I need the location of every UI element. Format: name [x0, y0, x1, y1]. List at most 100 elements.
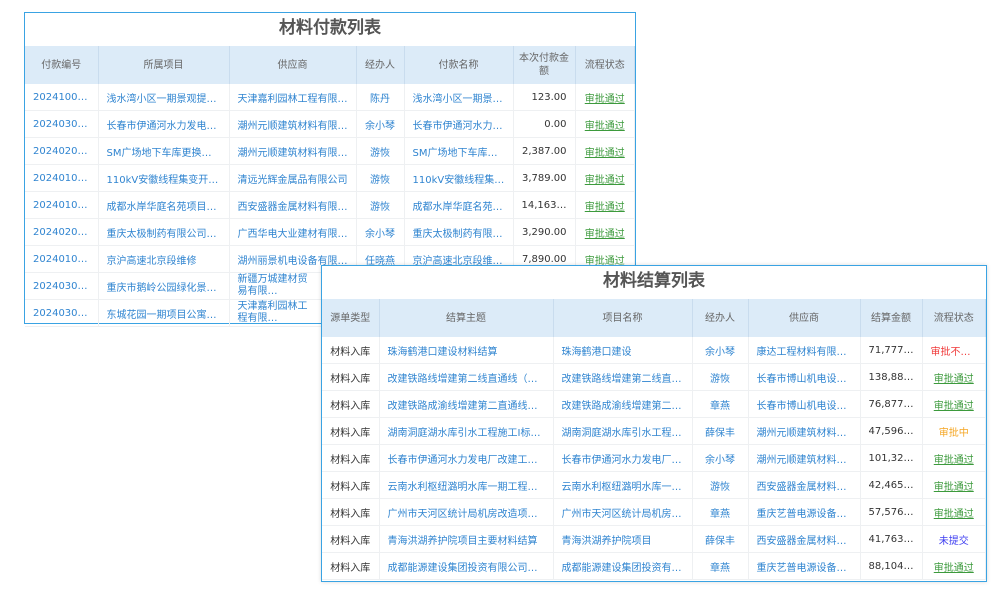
cell-1[interactable]: 珠海鹤港口建设材料结算 [379, 337, 554, 364]
cell-4[interactable]: 长春市博山机电设备… [748, 363, 861, 391]
cell-4[interactable]: 西安盛器金属材料有… [748, 525, 861, 553]
cell-4[interactable]: 潮州元顺建筑材料有… [748, 417, 861, 445]
cell-2[interactable]: 潮州元顺建筑材料有限… [229, 110, 357, 138]
status-badge[interactable]: 审批通过 [575, 164, 635, 192]
cell-2[interactable]: 西安盛器金属材料有限… [229, 191, 357, 219]
cell-2[interactable]: 成都能源建设集团投资有… [553, 552, 693, 580]
cell-3[interactable]: 余小琴 [692, 444, 749, 472]
cell-1[interactable]: 改建铁路成渝线增建第二直通线（… [379, 390, 554, 418]
cell-1[interactable]: 长春市伊通河水力发电… [98, 110, 230, 138]
cell-2[interactable]: 广西华电大业建材有限… [229, 218, 357, 246]
cell-2[interactable]: 长春市伊通河水力发电厂… [553, 444, 693, 472]
cell-3[interactable]: 游恢 [356, 164, 405, 192]
cell-4[interactable]: 浅水湾小区一期景… [404, 84, 514, 111]
cell-1[interactable]: 成都水岸华庭名苑项目… [98, 191, 230, 219]
cell-0[interactable]: 2024020012 [25, 137, 99, 165]
status-badge[interactable]: 审批通过 [922, 363, 986, 391]
cell-0[interactable]: 2024010010 [25, 164, 99, 192]
cell-4[interactable]: 潮州元顺建筑材料有… [748, 444, 861, 472]
table-row[interactable]: 2024020012 SM广场地下车库更换摄… 潮州元顺建筑材料有限… 游恢 SM广场地… [25, 137, 635, 165]
cell-1[interactable]: 湖南洞庭湖水库引水工程施工I标材… [379, 417, 554, 445]
table-row[interactable]: 材料入库 改建铁路成渝线增建第二直通线（… 改建铁路成渝线增建第二… 章燕 长春市博山机… [322, 390, 986, 418]
table-row[interactable]: 2024010009 成都水岸华庭名苑项目… 西安盛器金属材料有限… 游恢 成都水岸华庭… [25, 191, 635, 219]
table-row[interactable]: 2024020011 重庆太极制药有限公司… 广西华电大业建材有限… 余小琴 重庆太极制… [25, 218, 635, 246]
table-row[interactable]: 材料入库 成都能源建设集团投资有限公司临… 成都能源建设集团投资有… 章燕 重庆艺普电源… [322, 552, 986, 580]
cell-4[interactable]: 成都水岸华庭名苑… [404, 191, 514, 219]
cell-1[interactable]: 改建铁路线增建第二线直通线（成… [379, 363, 554, 391]
cell-2[interactable]: 云南水利枢纽潞明水库一… [553, 471, 693, 499]
status-badge[interactable]: 审批通过 [922, 471, 986, 499]
status-badge[interactable]: 审批通过 [575, 137, 635, 165]
cell-1[interactable]: 青海洪湖养护院项目主要材料结算 [379, 525, 554, 553]
cell-4[interactable]: 长春市博山机电设备… [748, 390, 861, 418]
cell-0[interactable]: 2024030007 [25, 110, 99, 138]
table-row[interactable]: 材料入库 云南水利枢纽潞明水库一期工程施… 云南水利枢纽潞明水库一… 游恢 西安盛器金属… [322, 471, 986, 499]
cell-1[interactable]: SM广场地下车库更换摄… [98, 137, 230, 165]
cell-1[interactable]: 长春市伊通河水力发电厂改建工程… [379, 444, 554, 472]
cell-2[interactable]: 改建铁路成渝线增建第二… [553, 390, 693, 418]
table-row[interactable]: 材料入库 青海洪湖养护院项目主要材料结算 青海洪湖养护院项目 薛保丰 西安盛器金属材料有… [322, 525, 986, 553]
cell-3[interactable]: 游恢 [692, 471, 749, 499]
cell-0[interactable]: 2024100001 [25, 84, 99, 111]
status-badge[interactable]: 审批通过 [922, 552, 986, 580]
cell-0[interactable]: 2024010009 [25, 191, 99, 219]
cell-3[interactable]: 章燕 [692, 390, 749, 418]
cell-2[interactable]: 青海洪湖养护院项目 [553, 525, 693, 553]
cell-4[interactable]: 西安盛器金属材料有… [748, 471, 861, 499]
status-badge[interactable]: 审批通过 [922, 390, 986, 418]
cell-1[interactable]: 云南水利枢纽潞明水库一期工程施… [379, 471, 554, 499]
table-row[interactable]: 2024030007 长春市伊通河水力发电… 潮州元顺建筑材料有限… 余小琴 长春市伊通… [25, 110, 635, 138]
cell-4[interactable]: 重庆艺普电源设备有… [748, 498, 861, 526]
cell-3[interactable]: 薛保丰 [692, 525, 749, 553]
cell-2[interactable]: 湖南洞庭湖水库引水工程… [553, 417, 693, 445]
status-badge[interactable]: 审批不通过 [922, 337, 986, 364]
table-row[interactable]: 材料入库 广州市天河区统计局机房改造项目… 广州市天河区统计局机房… 章燕 重庆艺普电源… [322, 498, 986, 526]
cell-3[interactable]: 陈丹 [356, 84, 405, 111]
cell-3[interactable]: 游恢 [356, 137, 405, 165]
cell-2[interactable]: 改建铁路线增建第二线直… [553, 363, 693, 391]
status-badge[interactable]: 审批通过 [922, 444, 986, 472]
cell-2[interactable]: 潮州元顺建筑材料有限… [229, 137, 357, 165]
cell-3[interactable]: 章燕 [692, 498, 749, 526]
cell-2[interactable]: 天津嘉利园林工程有限… [229, 84, 357, 111]
table-row[interactable]: 材料入库 长春市伊通河水力发电厂改建工程… 长春市伊通河水力发电厂… 余小琴 潮州元顺建… [322, 444, 986, 472]
status-badge[interactable]: 审批通过 [575, 110, 635, 138]
cell-3[interactable]: 余小琴 [356, 110, 405, 138]
cell-0[interactable]: 2024030005 [25, 272, 99, 300]
cell-1[interactable]: 广州市天河区统计局机房改造项目… [379, 498, 554, 526]
cell-3[interactable]: 游恢 [692, 363, 749, 391]
cell-4[interactable]: 康达工程材料有限公司 [748, 337, 861, 364]
status-badge[interactable]: 审批通过 [575, 191, 635, 219]
status-badge[interactable]: 审批通过 [922, 498, 986, 526]
table-row[interactable]: 2024100001 浅水湾小区一期景观提… 天津嘉利园林工程有限… 陈丹 浅水湾小区一… [25, 84, 635, 111]
cell-2[interactable]: 清远光辉金属品有限公司 [229, 164, 357, 192]
cell-1[interactable]: 成都能源建设集团投资有限公司临… [379, 552, 554, 580]
cell-2[interactable]: 珠海鹤港口建设 [553, 337, 693, 364]
status-badge[interactable]: 审批通过 [575, 218, 635, 246]
cell-1[interactable]: 京沪高速北京段维修 [98, 245, 230, 273]
cell-3[interactable]: 余小琴 [356, 218, 405, 246]
table-row[interactable]: 材料入库 珠海鹤港口建设材料结算 珠海鹤港口建设 余小琴 康达工程材料有限公司 71,77… [322, 337, 986, 364]
cell-1[interactable]: 重庆太极制药有限公司… [98, 218, 230, 246]
cell-4[interactable]: 110kV安徽线程集变… [404, 164, 514, 192]
cell-4[interactable]: 重庆艺普电源设备有… [748, 552, 861, 580]
status-badge[interactable]: 未提交 [922, 525, 986, 553]
cell-2[interactable]: 广州市天河区统计局机房… [553, 498, 693, 526]
table-row[interactable]: 2024010010 110kV安徽线程集变开断… 清远光辉金属品有限公司 游恢 110… [25, 164, 635, 192]
cell-1[interactable]: 浅水湾小区一期景观提… [98, 84, 230, 111]
cell-1[interactable]: 东城花园一期项目公寓… [98, 299, 230, 327]
cell-4[interactable]: 重庆太极制药有限… [404, 218, 514, 246]
cell-3[interactable]: 游恢 [356, 191, 405, 219]
table-row[interactable]: 材料入库 改建铁路线增建第二线直通线（成… 改建铁路线增建第二线直… 游恢 长春市博山机… [322, 363, 986, 391]
table-row[interactable]: 材料入库 湖南洞庭湖水库引水工程施工I标材… 湖南洞庭湖水库引水工程… 薛保丰 潮州元顺… [322, 417, 986, 445]
status-badge[interactable]: 审批中 [922, 417, 986, 445]
cell-1[interactable]: 110kV安徽线程集变开断… [98, 164, 230, 192]
cell-4[interactable]: SM广场地下车库更… [404, 137, 514, 165]
cell-4[interactable]: 长春市伊通河水力… [404, 110, 514, 138]
cell-0[interactable]: 2024030006 [25, 299, 99, 327]
cell-3[interactable]: 章燕 [692, 552, 749, 580]
status-badge[interactable]: 审批通过 [575, 84, 635, 111]
cell-0[interactable]: 2024020011 [25, 218, 99, 246]
cell-3[interactable]: 余小琴 [692, 337, 749, 364]
cell-1[interactable]: 重庆市鹅岭公园绿化景… [98, 272, 230, 300]
